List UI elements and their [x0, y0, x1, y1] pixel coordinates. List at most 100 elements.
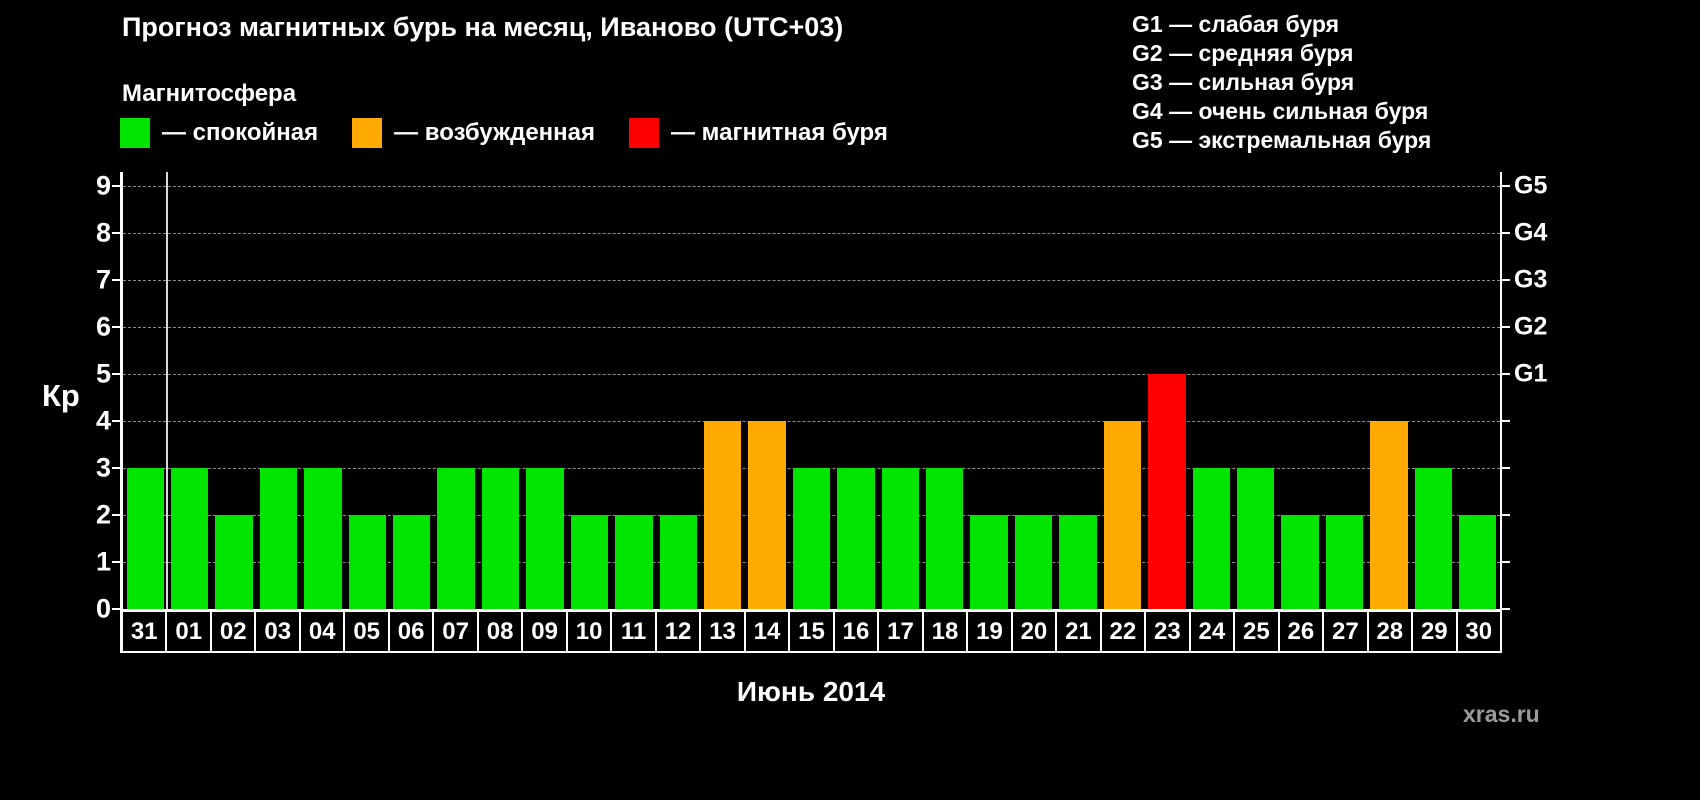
kp-bar-day-27 [1325, 515, 1364, 609]
right-tick-2 [1502, 514, 1510, 517]
left-tick-0 [112, 608, 120, 610]
y-tick-label-8: 8 [95, 217, 111, 248]
right-tick-7 [1502, 279, 1510, 282]
chart-title: Прогноз магнитных бурь на месяц, Иваново… [122, 12, 844, 42]
day-label-28: 28 [1369, 612, 1414, 651]
day-label-27: 27 [1324, 612, 1369, 651]
day-label-17: 17 [879, 612, 924, 651]
storm-scale-item-g1: G1 — слабая буря [1132, 11, 1340, 37]
day-label-14: 14 [746, 612, 791, 651]
kp-bar-day-06 [393, 515, 431, 609]
x-axis-title: Июнь 2014 [736, 676, 886, 707]
gridline-kp-3 [123, 467, 1500, 469]
kp-bar-day-18 [926, 468, 964, 609]
kp-bar-day-17 [881, 468, 920, 609]
left-tick-1 [112, 561, 120, 563]
month-separator-line [166, 172, 169, 609]
mag-legend-label-storm: — магнитная буря [671, 119, 888, 146]
mag-legend-item-quiet: — спокойная [120, 118, 318, 148]
storm-scale-item-g5: G5 — экстремальная буря [1132, 127, 1432, 153]
kp-bar-day-26 [1281, 515, 1319, 609]
right-tick-9 [1502, 185, 1510, 188]
right-tick-6 [1502, 326, 1510, 329]
kp-bar-day-08 [481, 468, 520, 609]
day-label-20: 20 [1013, 612, 1058, 651]
kp-bar-day-20 [1014, 515, 1053, 609]
kp-bar-day-19 [970, 515, 1008, 609]
kp-bar-day-02 [215, 515, 253, 609]
day-label-04: 04 [301, 612, 346, 651]
g-scale-label-g1: G1 [1514, 359, 1548, 388]
y-tick-label-1: 1 [95, 546, 111, 577]
y-tick-label-2: 2 [95, 499, 111, 530]
left-tick-9 [112, 185, 120, 188]
day-label-09: 09 [523, 612, 568, 651]
day-label-10: 10 [568, 612, 613, 651]
day-label-19: 19 [968, 612, 1013, 651]
gridline-kp-4 [123, 420, 1500, 422]
gridline-kp-9 [123, 185, 1500, 187]
kp-bar-day-29 [1414, 468, 1453, 609]
y-tick-label-7: 7 [95, 264, 111, 295]
kp-bar-day-12 [659, 515, 697, 609]
mag-legend-item-storm: — магнитная буря [629, 118, 888, 148]
day-label-02: 02 [212, 612, 257, 651]
left-tick-4 [112, 420, 120, 423]
gridline-kp-7 [123, 279, 1500, 281]
kp-bar-day-03 [259, 468, 298, 609]
y-tick-label-4: 4 [95, 405, 111, 436]
kp-bar-day-31 [126, 468, 164, 609]
plot-area: 0 1 2 3 4 5 6 7 8 9 G1 G2 G3 G4 G5 [96, 171, 1547, 624]
storm-scale-item-g3: G3 — сильная буря [1132, 69, 1355, 95]
day-label-23: 23 [1146, 612, 1191, 651]
day-label-25: 25 [1235, 612, 1280, 651]
kp-bar-day-05 [348, 515, 386, 609]
right-tick-0 [1502, 608, 1510, 610]
right-tick-3 [1502, 467, 1510, 470]
quiet-swatch-icon [120, 118, 150, 148]
left-tick-7 [112, 279, 120, 282]
day-label-22: 22 [1102, 612, 1147, 651]
kp-bar-day-13 [703, 421, 742, 609]
kp-bar-day-14 [748, 421, 786, 609]
y-tick-label-3: 3 [95, 452, 111, 483]
day-label-07: 07 [434, 612, 479, 651]
day-label-13: 13 [701, 612, 746, 651]
mag-legend-label-quiet: — спокойная [162, 119, 319, 146]
magnetosphere-legend-title: Магнитосфера [122, 80, 297, 107]
y-axis-label: Кр [42, 378, 80, 413]
y-tick-label-0: 0 [95, 593, 111, 624]
day-label-21: 21 [1057, 612, 1102, 651]
kp-bar-day-28 [1370, 421, 1408, 609]
right-tick-4 [1502, 420, 1510, 423]
gridline-kp-6 [123, 326, 1500, 328]
day-label-08: 08 [479, 612, 524, 651]
day-label-29: 29 [1413, 612, 1458, 651]
kp-bar-day-16 [837, 468, 875, 609]
y-tick-label-9: 9 [95, 170, 111, 201]
kp-bar-day-25 [1236, 468, 1275, 609]
day-label-30: 30 [1465, 617, 1493, 645]
kp-bar-day-04 [304, 468, 342, 609]
kp-bar-day-23 [1148, 374, 1186, 609]
g-scale-label-g2: G2 [1514, 312, 1548, 341]
day-label-01: 01 [167, 612, 212, 651]
day-label-31: 31 [123, 612, 168, 651]
watermark: xras.ru [1463, 701, 1540, 727]
magnetosphere-legend: — спокойная — возбужденная — магнитная бур… [120, 118, 888, 148]
day-label-05: 05 [345, 612, 390, 651]
kp-bar-day-01 [170, 468, 209, 609]
left-tick-5 [112, 373, 120, 376]
day-label-24: 24 [1191, 612, 1236, 651]
kp-bar-day-15 [792, 468, 831, 609]
kp-bar-day-22 [1103, 421, 1142, 609]
kp-bar-day-30 [1459, 515, 1497, 609]
day-label-15: 15 [790, 612, 835, 651]
left-tick-8 [112, 232, 120, 235]
day-label-06: 06 [390, 612, 435, 651]
kp-bar-day-07 [437, 468, 475, 609]
g-scale-label-g5: G5 [1514, 171, 1548, 200]
y-tick-label-5: 5 [95, 358, 111, 389]
right-tick-8 [1502, 232, 1510, 235]
right-tick-5 [1502, 373, 1510, 376]
